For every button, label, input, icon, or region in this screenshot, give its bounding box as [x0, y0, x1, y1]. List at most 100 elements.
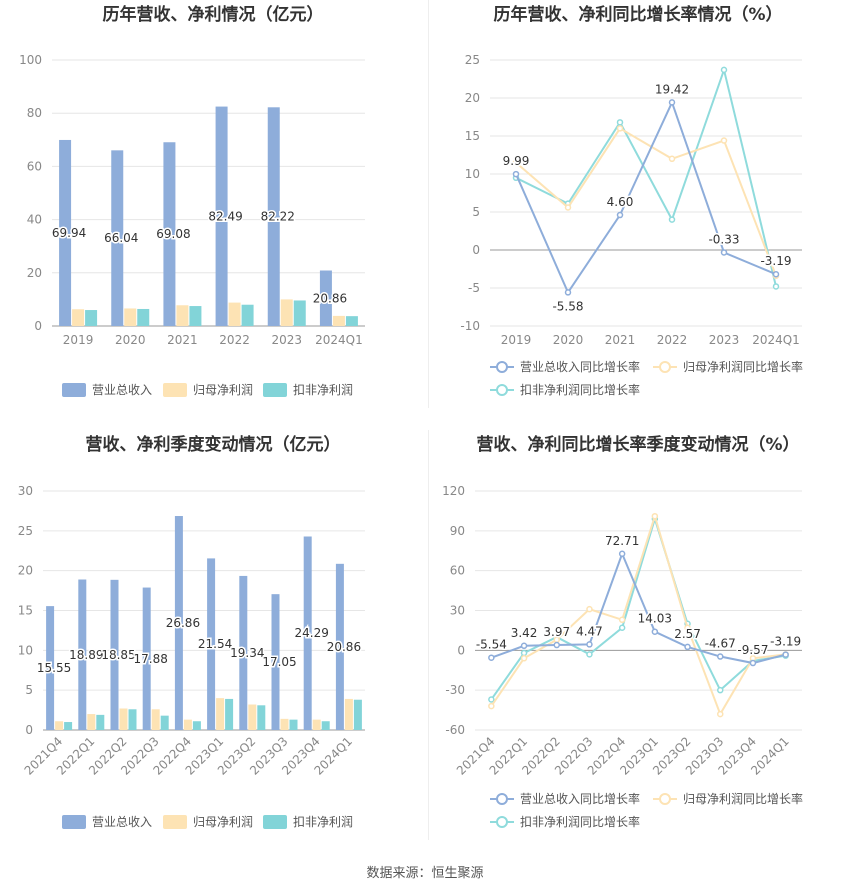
chart-title: 历年营收、净利情况（亿元）: [103, 4, 324, 25]
series-point-1: [512, 159, 520, 166]
series-point-0: [668, 99, 676, 106]
bar-annual_bar-s2: [293, 300, 306, 326]
y-tick-label: 0: [472, 243, 480, 257]
bar-quarter_bar-s1: [344, 698, 353, 730]
bar-annual_bar-s0: [267, 107, 280, 326]
bar-annual_bar-s2: [345, 316, 358, 326]
y-tick-label: 90: [450, 524, 465, 538]
legend-label: 归母净利润: [193, 815, 253, 829]
bar-annual_bar-s1: [124, 308, 137, 326]
series-point-0: [520, 642, 528, 650]
y-tick-label: 40: [27, 213, 42, 227]
line-data-label: -9.57: [737, 643, 768, 657]
y-tick-label: 15: [18, 604, 33, 618]
legend-label: 归母净利润: [193, 383, 253, 397]
y-tick-label: 10: [465, 167, 480, 181]
legend-label: 归母净利润同比增长率: [683, 791, 803, 806]
bar-quarter_bar-s1: [183, 719, 192, 730]
legend-marker: [496, 384, 508, 396]
chart-title: 营收、净利季度变动情况（亿元）: [86, 434, 341, 455]
bar-annual_bar-s1: [332, 315, 345, 326]
x-tick-label: 2024Q1: [315, 333, 363, 347]
y-tick-label: 5: [472, 205, 480, 219]
bar-data-label: 15.55: [37, 661, 71, 675]
bar-quarter_bar-s0: [142, 587, 151, 730]
x-tick-label: 2021: [167, 333, 198, 347]
line-data-label: -0.33: [708, 233, 739, 247]
panel-divider-top: [428, 0, 429, 408]
series-point-1: [618, 616, 626, 624]
y-tick-label: 0: [25, 723, 33, 737]
bar-data-label: 18.89: [69, 648, 103, 662]
bar-quarter_bar-s1: [55, 721, 64, 730]
line-data-label: -5.58: [552, 299, 583, 313]
series-point-2: [616, 119, 624, 126]
series-point-1: [520, 655, 528, 662]
y-tick-label: 20: [465, 91, 480, 105]
bar-data-label: 69.08: [156, 227, 190, 241]
bar-quarter_bar-s1: [119, 708, 128, 730]
bar-data-label: 82.49: [208, 209, 242, 223]
bar-data-label: 20.86: [313, 291, 347, 305]
series-point-0: [512, 170, 520, 178]
series-point-0: [616, 211, 624, 219]
legend-swatch: [163, 815, 187, 829]
bar-annual_bar-s2: [137, 308, 150, 326]
y-tick-label: 120: [442, 484, 465, 498]
legend-label: 营业总收入: [92, 383, 152, 397]
series-point-1: [616, 125, 624, 132]
bar-data-label: 26.86: [166, 616, 200, 630]
bar-quarter_bar-s2: [321, 721, 330, 730]
y-tick-label: 5: [25, 683, 33, 697]
series-point-0: [717, 653, 724, 660]
legend-marker: [496, 361, 508, 373]
bar-quarter_bar-s2: [128, 709, 137, 730]
legend-label: 归母净利润同比增长率: [683, 359, 803, 374]
y-tick-label: 60: [27, 159, 42, 173]
line-data-label: 3.42: [511, 626, 538, 640]
legend-label: 扣非净利润同比增长率: [520, 382, 640, 397]
series-point-1: [684, 624, 691, 632]
series-point-0: [553, 641, 560, 649]
series-line-0: [515, 99, 777, 295]
bar-annual_bar-s2: [241, 304, 254, 326]
series-point-2: [668, 216, 676, 223]
x-tick-label: 2020: [115, 333, 146, 347]
series-point-0: [749, 659, 757, 667]
y-tick-label: 0: [457, 643, 465, 657]
series-point-1: [564, 204, 572, 211]
series-point-0: [564, 289, 572, 296]
bar-quarter_bar-s2: [64, 722, 73, 730]
x-tick-label: 2019: [63, 333, 94, 347]
series-point-1: [586, 605, 593, 613]
y-tick-label: -60: [445, 723, 465, 737]
series-point-0: [720, 249, 728, 256]
series-point-2: [618, 624, 626, 632]
chart-title: 历年营收、净利同比增长率情况（%）: [493, 4, 782, 25]
bar-data-label: 17.88: [134, 652, 168, 666]
bar-annual_bar-s0: [319, 270, 332, 326]
line-data-label: 4.47: [576, 624, 603, 638]
y-tick-label: -30: [445, 683, 465, 697]
series-point-2: [717, 686, 724, 694]
bar-annual_bar-s1: [176, 305, 189, 326]
x-tick-label: 2024Q1: [752, 333, 800, 347]
bar-data-label: 69.94: [52, 226, 86, 240]
bar-quarter_bar-s2: [257, 705, 266, 730]
bar-quarter_bar-s1: [151, 709, 160, 730]
line-data-label: 3.97: [543, 625, 570, 639]
legend-label: 营业总收入: [92, 815, 152, 829]
legend-marker: [496, 793, 508, 805]
series-point-2: [520, 649, 528, 657]
bar-quarter_bar-s0: [207, 558, 216, 730]
bar-annual_bar-s0: [111, 150, 124, 326]
series-point-0: [684, 643, 691, 651]
bar-quarter_bar-s2: [289, 719, 298, 730]
x-tick-label: 2021: [605, 333, 636, 347]
line-data-label: -3.19: [770, 635, 801, 649]
series-point-1: [668, 155, 676, 163]
bar-quarter_bar-s1: [87, 714, 96, 730]
bar-annual_bar-s1: [228, 302, 241, 326]
line-data-label: -4.67: [705, 637, 736, 651]
